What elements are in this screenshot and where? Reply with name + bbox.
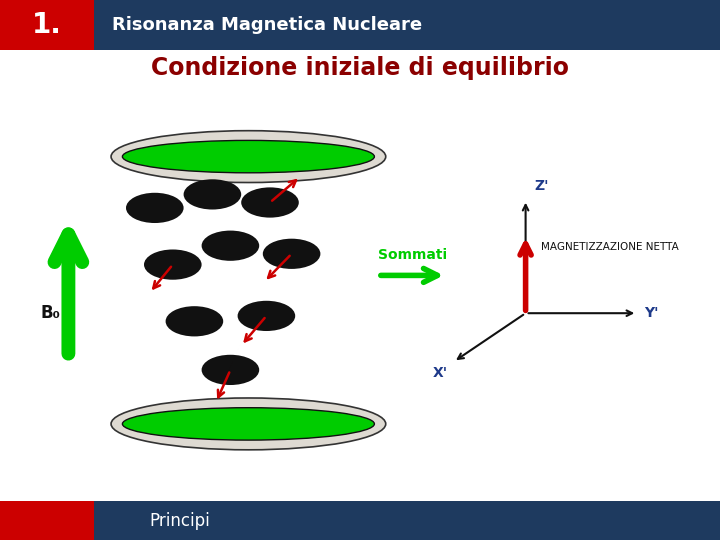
Ellipse shape [238, 301, 295, 331]
Text: Sommati: Sommati [377, 248, 447, 262]
Ellipse shape [263, 239, 320, 269]
Ellipse shape [122, 408, 374, 440]
FancyBboxPatch shape [0, 501, 94, 540]
FancyBboxPatch shape [0, 501, 720, 540]
Text: Y': Y' [644, 306, 659, 320]
Ellipse shape [126, 193, 184, 223]
Text: X': X' [433, 366, 448, 380]
FancyBboxPatch shape [0, 0, 94, 50]
Ellipse shape [202, 231, 259, 261]
FancyBboxPatch shape [0, 0, 720, 50]
Ellipse shape [122, 140, 374, 173]
Text: Risonanza Magnetica Nucleare: Risonanza Magnetica Nucleare [112, 16, 422, 34]
Ellipse shape [111, 398, 386, 450]
Ellipse shape [184, 179, 241, 210]
Text: Z': Z' [534, 179, 549, 193]
Text: MAGNETIZZAZIONE NETTA: MAGNETIZZAZIONE NETTA [541, 241, 679, 252]
Text: Principi: Principi [150, 511, 210, 530]
Ellipse shape [202, 355, 259, 385]
Text: Condizione iniziale di equilibrio: Condizione iniziale di equilibrio [151, 56, 569, 79]
Text: B₀: B₀ [40, 304, 60, 322]
Ellipse shape [111, 131, 386, 183]
Ellipse shape [166, 306, 223, 336]
Ellipse shape [144, 249, 202, 280]
Ellipse shape [241, 187, 299, 218]
Text: 1.: 1. [32, 11, 62, 39]
